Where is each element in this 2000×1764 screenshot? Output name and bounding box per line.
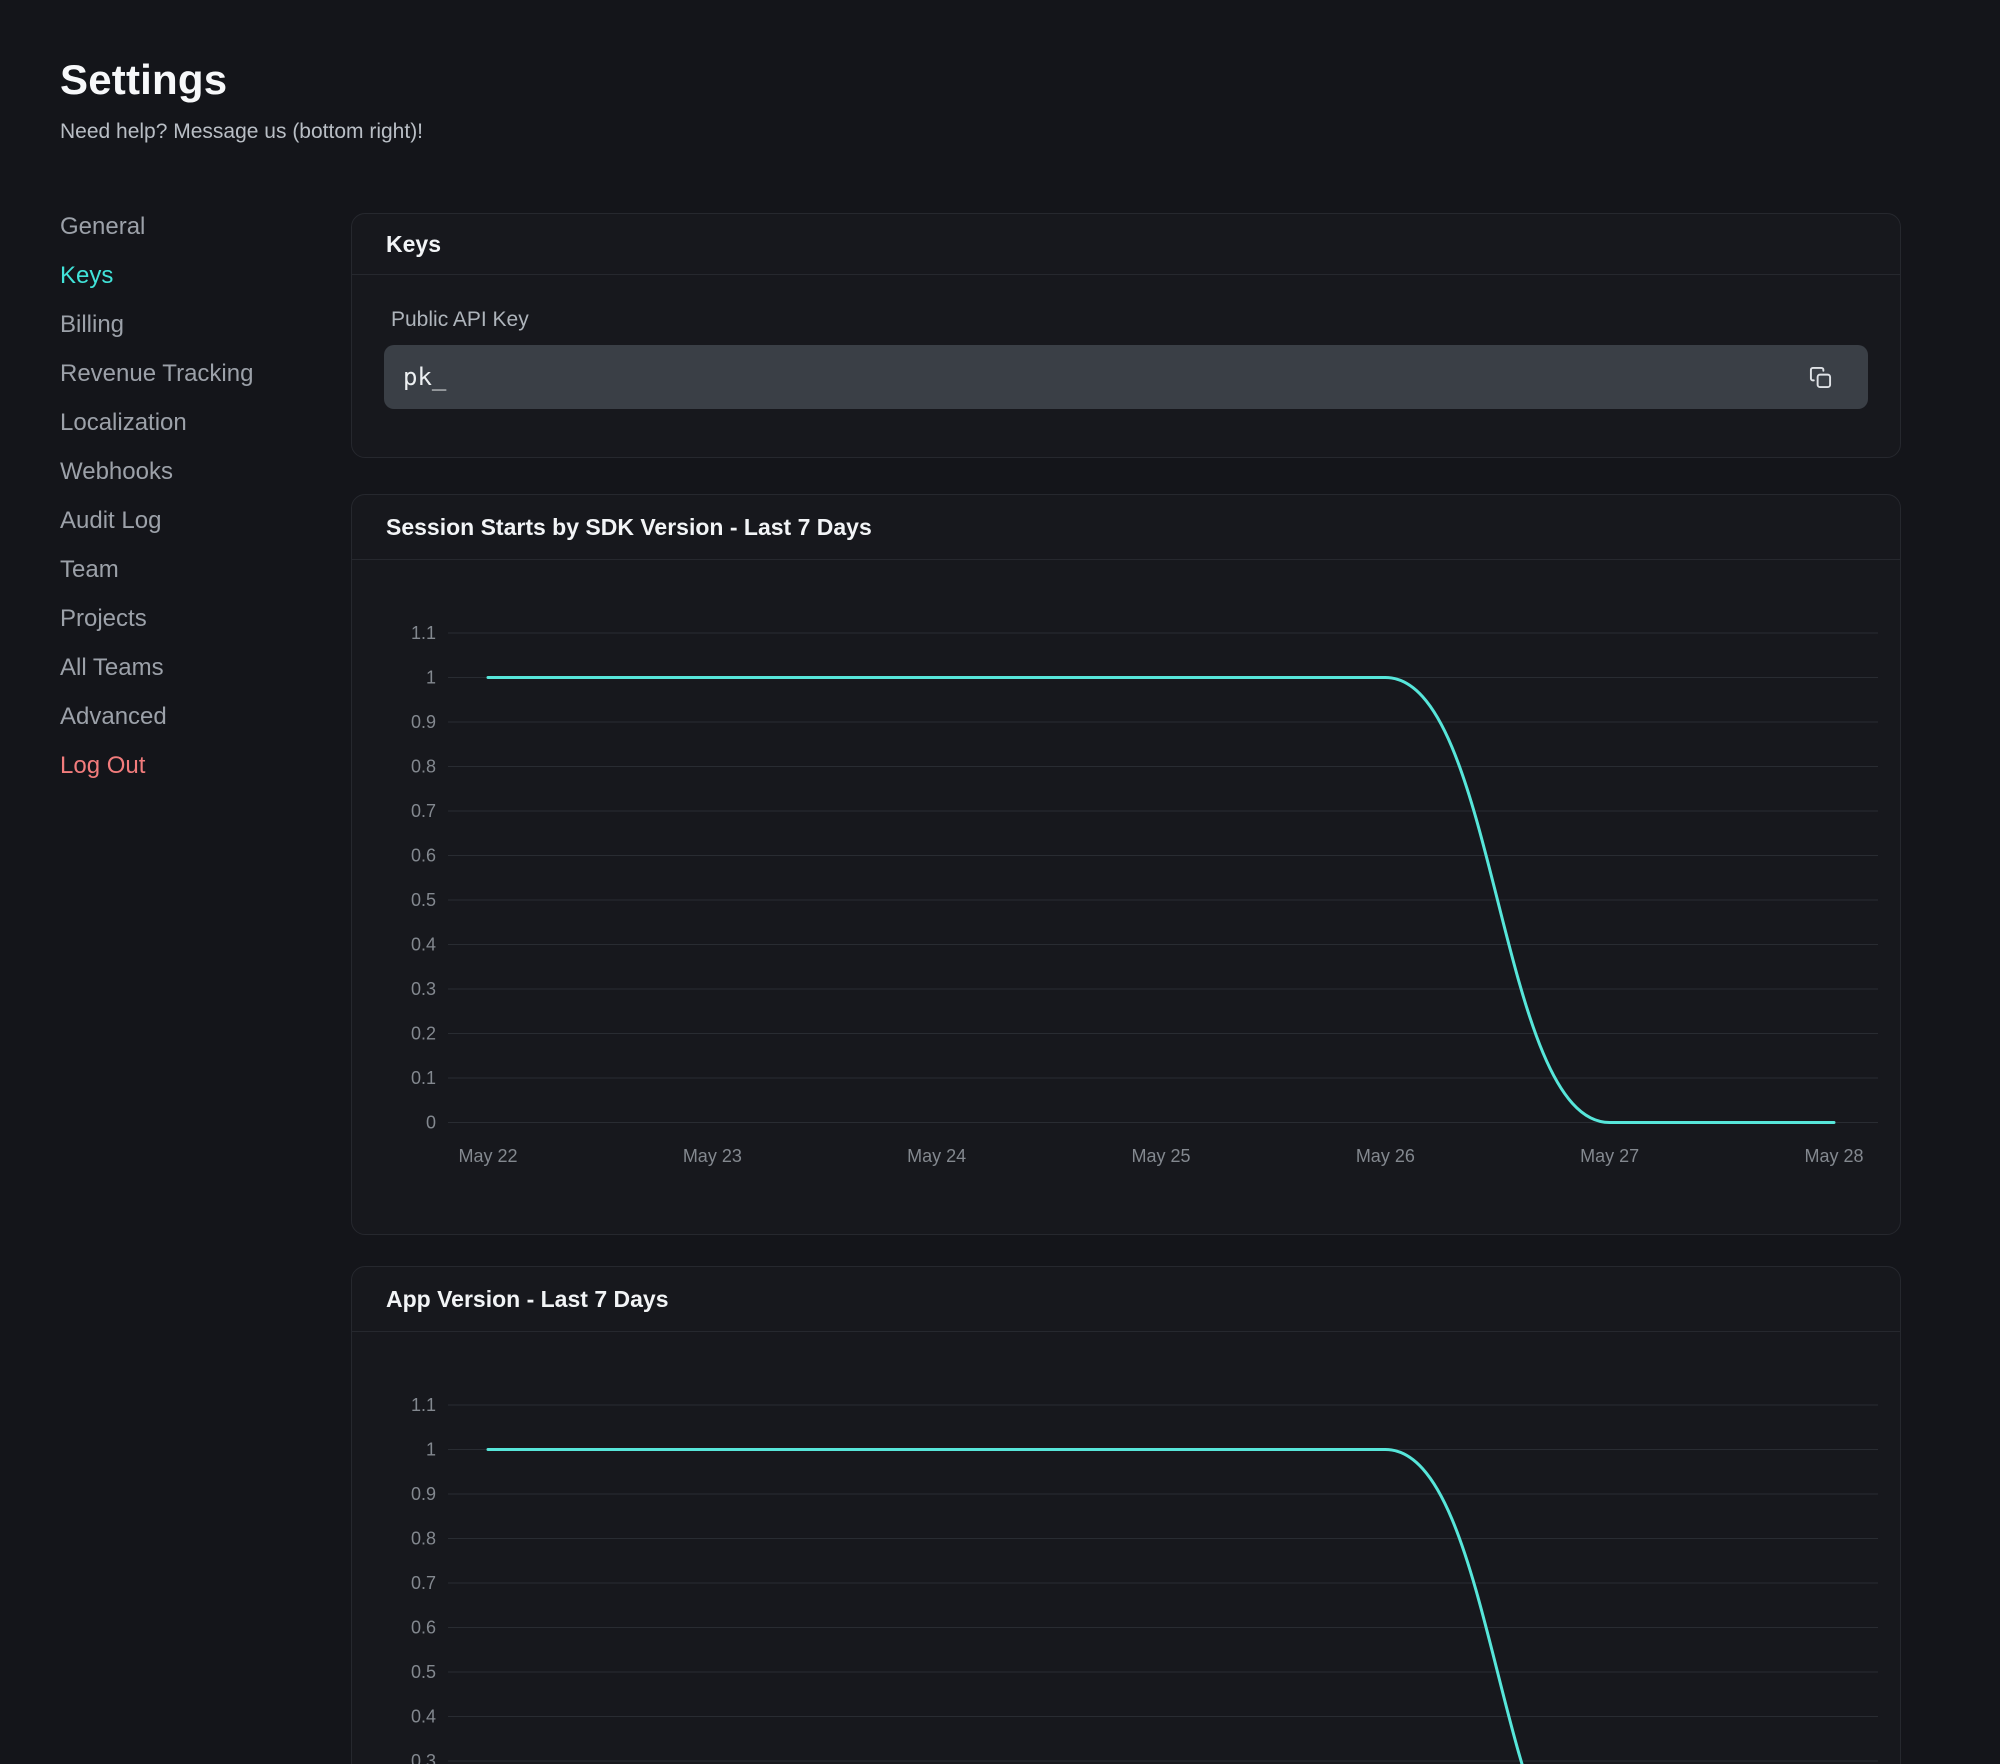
sidebar-item-revenue-tracking[interactable]: Revenue Tracking bbox=[60, 349, 253, 398]
sidebar-item-keys[interactable]: Keys bbox=[60, 251, 253, 300]
svg-text:May 26: May 26 bbox=[1356, 1146, 1415, 1166]
app-version-chart-card: App Version - Last 7 Days 1.1 1 0.9 0.8 0.7 0… bbox=[351, 1266, 1901, 1764]
sidebar-item-localization[interactable]: Localization bbox=[60, 398, 253, 447]
copy-api-key-button[interactable] bbox=[1809, 366, 1832, 389]
svg-text:0.9: 0.9 bbox=[411, 1484, 436, 1504]
svg-text:May 23: May 23 bbox=[683, 1146, 742, 1166]
svg-text:0.9: 0.9 bbox=[411, 712, 436, 732]
public-api-key-value: pk_ bbox=[403, 363, 446, 391]
svg-text:0.3: 0.3 bbox=[411, 1751, 436, 1764]
keys-card-header: Keys bbox=[352, 214, 1900, 275]
sdk-version-chart-card: Session Starts by SDK Version - Last 7 D… bbox=[351, 494, 1901, 1235]
sidebar-item-general[interactable]: General bbox=[60, 202, 253, 251]
sidebar-item-billing[interactable]: Billing bbox=[60, 300, 253, 349]
sidebar-item-team[interactable]: Team bbox=[60, 545, 253, 594]
svg-text:May 27: May 27 bbox=[1580, 1146, 1639, 1166]
settings-sidebar: GeneralKeysBillingRevenue TrackingLocali… bbox=[60, 202, 253, 790]
svg-text:0.1: 0.1 bbox=[411, 1068, 436, 1088]
svg-text:1: 1 bbox=[426, 1440, 436, 1460]
svg-text:May 28: May 28 bbox=[1804, 1146, 1863, 1166]
keys-card: Keys Public API Key pk_ bbox=[351, 213, 1901, 458]
page-title: Settings bbox=[60, 56, 423, 104]
svg-text:0.5: 0.5 bbox=[411, 1662, 436, 1682]
svg-text:0.4: 0.4 bbox=[411, 1707, 436, 1727]
sidebar-item-webhooks[interactable]: Webhooks bbox=[60, 447, 253, 496]
sidebar-item-all-teams[interactable]: All Teams bbox=[60, 643, 253, 692]
sidebar-item-log-out[interactable]: Log Out bbox=[60, 741, 253, 790]
svg-text:May 25: May 25 bbox=[1131, 1146, 1190, 1166]
svg-text:0.8: 0.8 bbox=[411, 1529, 436, 1549]
svg-text:0.7: 0.7 bbox=[411, 801, 436, 821]
sidebar-item-projects[interactable]: Projects bbox=[60, 594, 253, 643]
copy-icon bbox=[1809, 366, 1832, 389]
sdk-version-chart-title: Session Starts by SDK Version - Last 7 D… bbox=[386, 514, 872, 541]
svg-text:0.7: 0.7 bbox=[411, 1573, 436, 1593]
app-version-chart-title: App Version - Last 7 Days bbox=[386, 1286, 668, 1313]
sdk-version-chart: 1.1 1 0.9 0.8 0.7 0.6 0.5 0.4 0.3 0.2 0.1 0 May 22 Ma… bbox=[352, 560, 1900, 1200]
keys-card-title: Keys bbox=[386, 231, 441, 258]
app-version-chart-header: App Version - Last 7 Days bbox=[352, 1267, 1900, 1332]
svg-text:1: 1 bbox=[426, 668, 436, 688]
svg-text:0.2: 0.2 bbox=[411, 1024, 436, 1044]
svg-text:0.4: 0.4 bbox=[411, 935, 436, 955]
svg-text:1.1: 1.1 bbox=[411, 1395, 436, 1415]
sidebar-item-audit-log[interactable]: Audit Log bbox=[60, 496, 253, 545]
svg-text:0.3: 0.3 bbox=[411, 979, 436, 999]
sidebar-item-advanced[interactable]: Advanced bbox=[60, 692, 253, 741]
app-version-chart: 1.110.90.80.70.60.50.40.30.20.10May 22Ma… bbox=[352, 1332, 1900, 1764]
svg-text:0.6: 0.6 bbox=[411, 1618, 436, 1638]
keys-card-body: Public API Key pk_ bbox=[352, 275, 1900, 409]
svg-text:0.8: 0.8 bbox=[411, 757, 436, 777]
svg-text:0.6: 0.6 bbox=[411, 846, 436, 866]
svg-text:May 22: May 22 bbox=[458, 1146, 517, 1166]
public-api-key-input[interactable]: pk_ bbox=[384, 345, 1868, 409]
svg-text:0.5: 0.5 bbox=[411, 890, 436, 910]
svg-text:0: 0 bbox=[426, 1113, 436, 1133]
public-api-key-label: Public API Key bbox=[384, 308, 1868, 332]
sdk-version-chart-header: Session Starts by SDK Version - Last 7 D… bbox=[352, 495, 1900, 560]
svg-text:1.1: 1.1 bbox=[411, 623, 436, 643]
page-subtitle: Need help? Message us (bottom right)! bbox=[60, 120, 423, 144]
svg-text:May 24: May 24 bbox=[907, 1146, 966, 1166]
settings-content: Keys Public API Key pk_ Session Starts b… bbox=[351, 213, 1901, 1764]
page-header: Settings Need help? Message us (bottom r… bbox=[60, 56, 423, 144]
